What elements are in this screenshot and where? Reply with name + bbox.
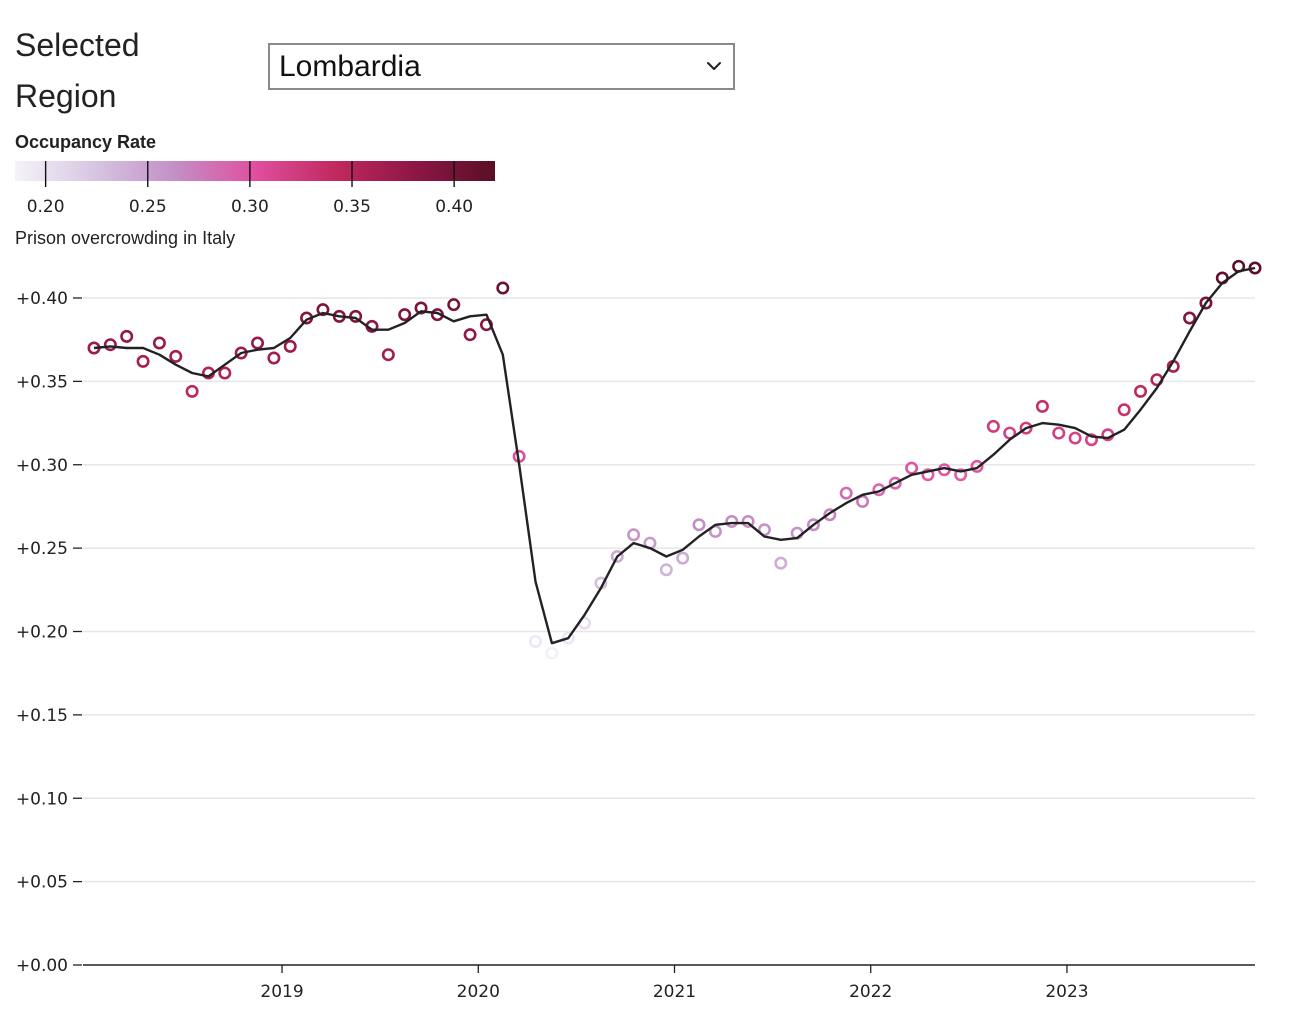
data-point [1035, 399, 1049, 413]
data-point [1134, 384, 1148, 398]
data-point [381, 348, 395, 362]
data-point [627, 528, 641, 542]
chart-title: Prison overcrowding in Italy [15, 228, 236, 248]
data-point [921, 468, 935, 482]
data-point [1019, 421, 1033, 435]
x-tick-label: 2020 [457, 982, 500, 1002]
data-point [774, 556, 788, 570]
data-points [87, 259, 1262, 660]
x-tick-label: 2021 [653, 982, 696, 1002]
y-tick-label: +0.35 [16, 372, 68, 392]
trend-line [93, 266, 1256, 645]
data-point [103, 338, 117, 352]
data-point [725, 514, 739, 528]
y-tick-label: +0.40 [16, 289, 68, 309]
data-point [218, 366, 232, 380]
x-axis: 2019 2020 2021 2022 2023 [83, 964, 1255, 1002]
data-point [741, 514, 755, 528]
legend-tick-label: 0.35 [333, 197, 371, 217]
data-point [398, 308, 412, 322]
data-point [316, 303, 330, 317]
data-point [1084, 433, 1098, 447]
x-tick-label: 2022 [849, 982, 892, 1002]
y-tick-label: +0.25 [16, 539, 68, 559]
region-label: Selected Region [15, 27, 140, 114]
data-point [463, 328, 477, 342]
data-point [856, 494, 870, 508]
data-point [251, 336, 265, 350]
data-point [806, 518, 820, 532]
gridlines [83, 297, 1255, 883]
data-point [676, 551, 690, 565]
data-point [1117, 403, 1131, 417]
data-point [529, 635, 543, 649]
region-select-value: Lombardia [279, 49, 421, 83]
data-point [659, 563, 673, 577]
legend-tick-label: 0.30 [231, 197, 269, 217]
y-tick-label: +0.10 [16, 789, 68, 809]
data-point [1199, 296, 1213, 310]
data-point [120, 329, 134, 343]
legend-title: Occupancy Rate [15, 132, 157, 152]
data-point [986, 419, 1000, 433]
data-point [152, 336, 166, 350]
y-tick-label: +0.30 [16, 456, 68, 476]
data-point [283, 339, 297, 353]
legend-gradient-bar [15, 161, 495, 181]
data-point [888, 476, 902, 490]
data-point [954, 468, 968, 482]
data-point [496, 281, 510, 295]
x-tick-label: 2019 [260, 982, 303, 1002]
data-point [185, 384, 199, 398]
data-point [447, 298, 461, 312]
legend-tick-label: 0.20 [27, 197, 65, 217]
legend-tick-label: 0.40 [435, 197, 473, 217]
data-point [823, 508, 837, 522]
legend-tick-label: 0.25 [129, 197, 167, 217]
data-point [545, 646, 559, 660]
data-point [839, 486, 853, 500]
y-tick-label: +0.05 [16, 873, 68, 893]
data-point [1068, 431, 1082, 445]
data-point [267, 351, 281, 365]
data-point [136, 354, 150, 368]
data-point [692, 518, 706, 532]
data-point [561, 631, 575, 645]
y-axis: +0.00 +0.05 +0.10 +0.15 +0.20 +0.25 +0.30 +0.35… [16, 289, 82, 976]
y-tick-label: +0.15 [16, 706, 68, 726]
y-tick-label: +0.00 [16, 956, 68, 976]
data-point [905, 461, 919, 475]
region-select[interactable]: Lombardia [268, 43, 735, 90]
data-point [1183, 311, 1197, 325]
data-point [169, 349, 183, 363]
y-tick-label: +0.20 [16, 623, 68, 643]
chevron-down-icon [707, 62, 721, 70]
data-point [610, 549, 624, 563]
x-tick-label: 2023 [1045, 982, 1088, 1002]
data-point [414, 301, 428, 315]
data-point [970, 459, 984, 473]
data-point [1052, 426, 1066, 440]
color-legend: 0.20 0.25 0.30 0.35 0.40 [15, 161, 495, 217]
